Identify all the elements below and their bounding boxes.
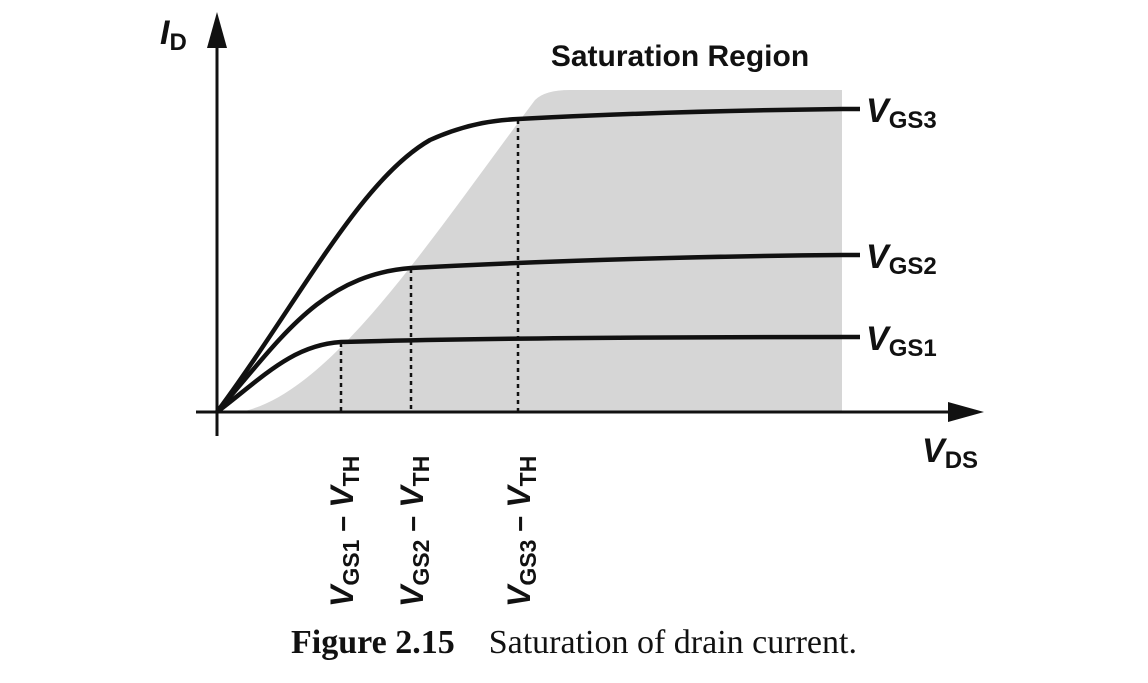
- curve-vgs2: [215, 252, 843, 414]
- x-axis-arrowhead: [948, 402, 984, 422]
- curve-label-vgs1: VGS1: [866, 320, 937, 362]
- figure-caption-text: Saturation of drain current.: [488, 624, 857, 661]
- saturation-region-shading: [240, 90, 842, 412]
- curve-vgs3: [215, 106, 843, 414]
- curve-vgs1: [215, 334, 843, 414]
- x-axis-label: VDS: [922, 432, 978, 474]
- tick-label-vgs2-minus-vth: VGS2 − VTH: [394, 456, 434, 607]
- figure-caption: Figure 2.15 Saturation of drain current.: [0, 624, 1148, 662]
- curve-label-vgs3: VGS3: [866, 92, 937, 134]
- figure-number: Figure 2.15: [291, 624, 455, 661]
- region-label: Saturation Region: [551, 40, 809, 73]
- tick-label-vgs1-minus-vth: VGS1 − VTH: [324, 456, 364, 607]
- y-axis-arrowhead: [207, 12, 227, 48]
- curve-label-vgs2: VGS2: [866, 238, 937, 280]
- tick-label-vgs3-minus-vth: VGS3 − VTH: [501, 456, 541, 607]
- y-axis-label: ID: [160, 14, 187, 56]
